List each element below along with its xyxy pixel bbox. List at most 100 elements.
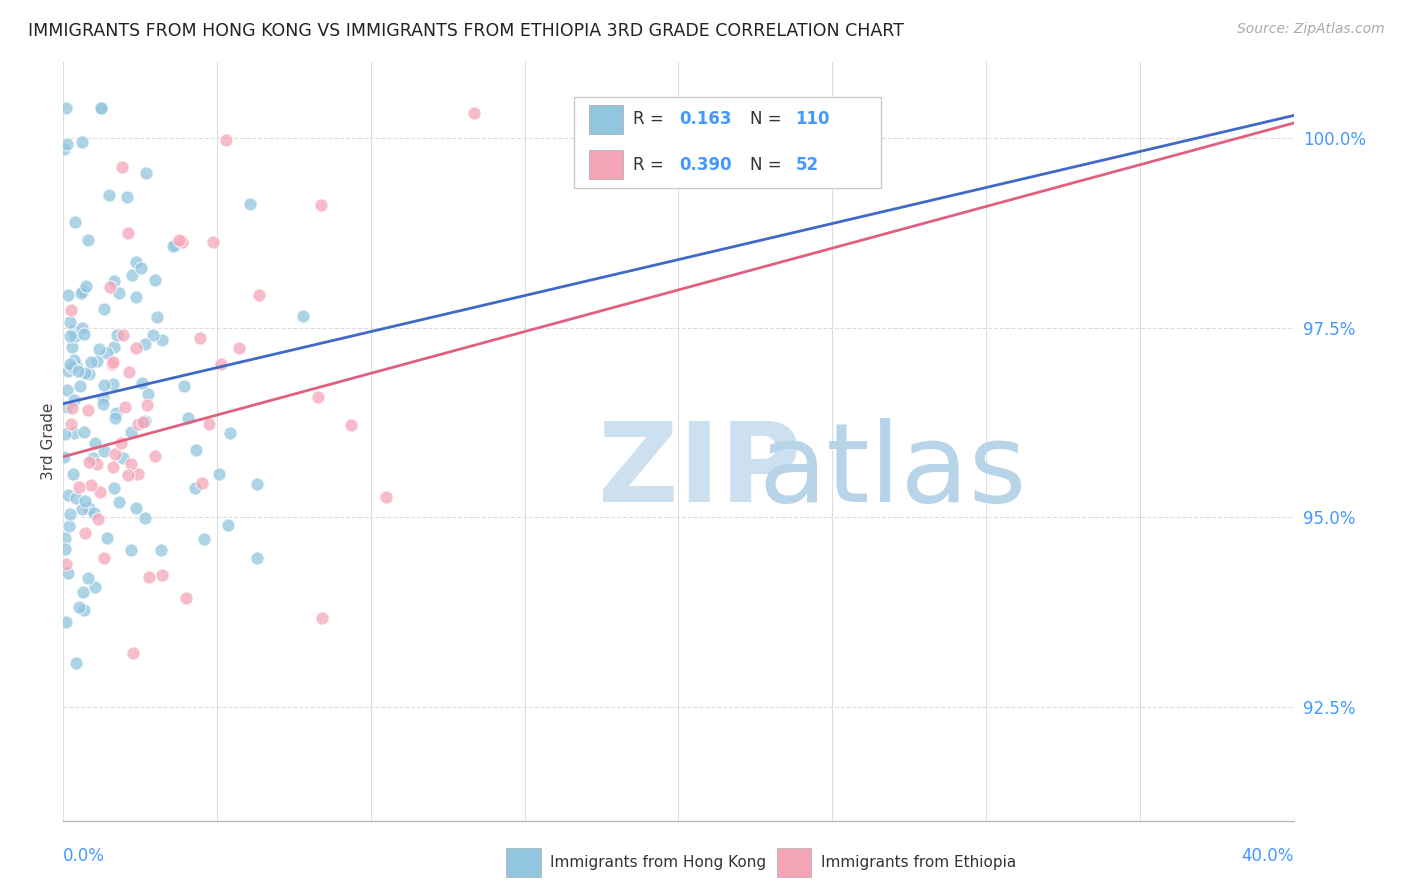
Point <box>375 490 398 504</box>
Point <box>65 358 87 372</box>
Point <box>108 495 131 509</box>
Point <box>63 425 86 440</box>
Point <box>143 272 166 286</box>
Bar <box>589 105 623 134</box>
Point <box>90 101 112 115</box>
Point <box>62 325 84 339</box>
Point <box>60 401 83 415</box>
Point <box>228 341 250 355</box>
Point <box>65 215 87 229</box>
Point <box>75 279 97 293</box>
Point <box>193 532 215 546</box>
Point <box>58 329 80 343</box>
Point <box>93 444 115 458</box>
Point <box>86 353 108 368</box>
Point <box>134 337 156 351</box>
Point <box>197 417 219 431</box>
Point <box>311 198 333 212</box>
Point <box>87 512 110 526</box>
Point <box>150 333 173 347</box>
Point <box>311 611 333 625</box>
Point <box>246 476 269 491</box>
Point <box>93 301 115 316</box>
Point <box>104 410 127 425</box>
Point <box>132 415 155 429</box>
Point <box>201 235 224 249</box>
Point <box>58 364 80 378</box>
Point <box>124 290 146 304</box>
Point <box>122 647 145 661</box>
Point <box>121 268 143 282</box>
Text: 0.0%: 0.0% <box>63 847 105 865</box>
Text: 40.0%: 40.0% <box>1241 847 1294 865</box>
Point <box>117 468 139 483</box>
Point <box>173 379 195 393</box>
Text: Source: ZipAtlas.com: Source: ZipAtlas.com <box>1237 22 1385 37</box>
Point <box>72 501 94 516</box>
Point <box>117 226 139 240</box>
Point <box>53 532 76 546</box>
Point <box>111 160 134 174</box>
Point <box>127 417 149 431</box>
Point <box>55 383 77 397</box>
Point <box>72 585 94 599</box>
Point <box>59 303 82 318</box>
Point <box>246 550 269 565</box>
Point <box>239 197 262 211</box>
Point <box>65 491 87 506</box>
Text: ZIP: ZIP <box>599 418 801 525</box>
Point <box>174 591 197 605</box>
Point <box>67 599 90 614</box>
Point <box>112 328 135 343</box>
Point <box>73 327 96 342</box>
Point <box>134 510 156 524</box>
Point <box>104 447 127 461</box>
Point <box>72 284 94 298</box>
Point <box>142 328 165 343</box>
Point <box>125 254 148 268</box>
Point <box>77 367 100 381</box>
Point <box>73 494 96 508</box>
Text: IMMIGRANTS FROM HONG KONG VS IMMIGRANTS FROM ETHIOPIA 3RD GRADE CORRELATION CHAR: IMMIGRANTS FROM HONG KONG VS IMMIGRANTS … <box>28 22 904 40</box>
Point <box>207 467 229 482</box>
Text: Immigrants from Hong Kong: Immigrants from Hong Kong <box>551 855 766 870</box>
Point <box>96 532 118 546</box>
Point <box>55 557 77 571</box>
Point <box>58 519 80 533</box>
Point <box>101 357 124 371</box>
Point <box>53 542 76 557</box>
Point <box>60 360 83 375</box>
Point <box>105 327 128 342</box>
Point <box>66 364 89 378</box>
Point <box>138 387 160 401</box>
Point <box>53 426 76 441</box>
Point <box>73 425 96 440</box>
Point <box>96 346 118 360</box>
Point <box>87 342 110 356</box>
Point <box>135 398 157 412</box>
Y-axis label: 3rd Grade: 3rd Grade <box>41 403 56 480</box>
Point <box>149 542 172 557</box>
Point <box>76 571 98 585</box>
Point <box>91 391 114 405</box>
Point <box>67 480 90 494</box>
Text: R =: R = <box>633 156 669 174</box>
Point <box>56 401 79 415</box>
Point <box>86 457 108 471</box>
Point <box>91 397 114 411</box>
Point <box>129 261 152 276</box>
Point <box>463 106 485 120</box>
Point <box>83 436 105 450</box>
Point <box>167 233 190 247</box>
Point <box>150 567 173 582</box>
Point <box>73 367 96 381</box>
Point <box>70 321 93 335</box>
Point <box>79 355 101 369</box>
Point <box>63 393 86 408</box>
Point <box>209 357 232 371</box>
Point <box>103 481 125 495</box>
Point <box>125 341 148 355</box>
Point <box>146 310 169 324</box>
Point <box>120 425 142 440</box>
Point <box>115 190 138 204</box>
